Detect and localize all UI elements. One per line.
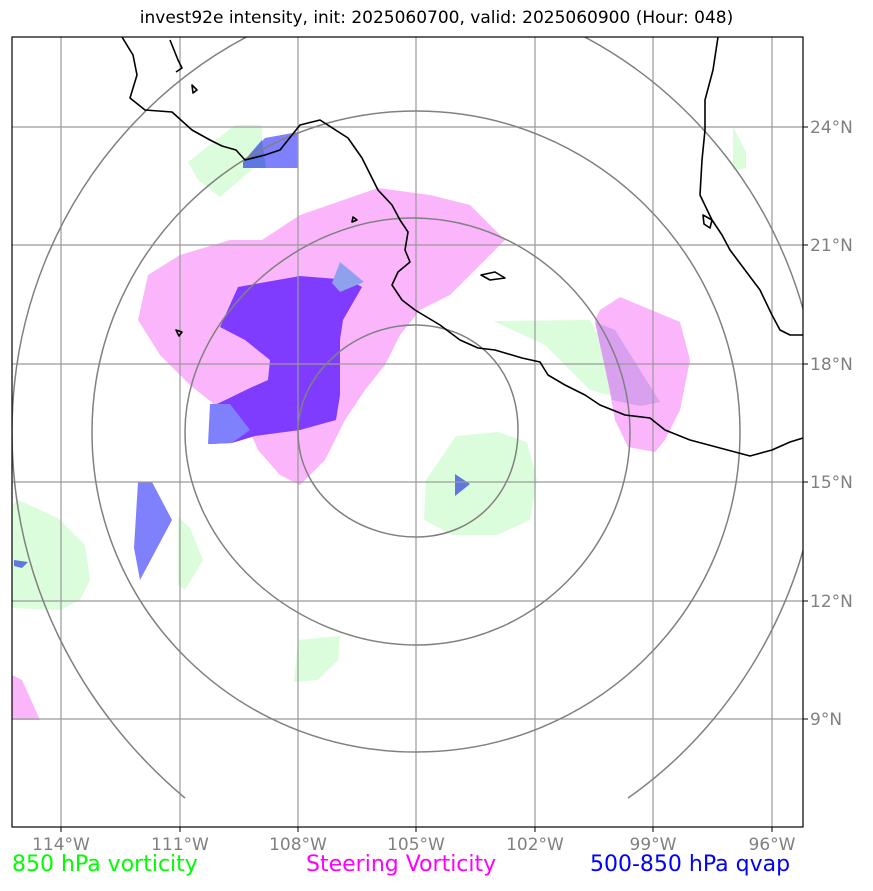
tres-marias-islands [480, 271, 506, 281]
lat-tick-label: 12°N [810, 592, 853, 612]
graticule [12, 37, 803, 827]
range-ring-4deg [184, 217, 631, 646]
lon-tick-labels: 114°W 111°W 108°W 105°W 102°W 99°W 96°W [32, 835, 796, 855]
baja-coastline [169, 39, 183, 73]
lon-tick-label: 105°W [387, 835, 445, 855]
steering-vorticity-layer [12, 188, 690, 720]
small-island [175, 329, 183, 337]
lon-tick-label: 114°W [32, 835, 90, 855]
tick-marks [60, 126, 808, 832]
green-area [12, 500, 90, 610]
small-island [702, 214, 713, 229]
gulf-coastline [699, 37, 803, 336]
legend-850-vorticity: 850 hPa vorticity [12, 852, 198, 877]
green-area [294, 636, 340, 682]
plot-frame [11, 36, 804, 828]
lon-tick-label: 102°W [506, 835, 564, 855]
lat-tick-label: 9°N [810, 710, 842, 730]
lat-tick-label: 15°N [810, 473, 853, 493]
qvap-area [134, 482, 172, 580]
small-island [191, 84, 198, 94]
coastlines [121, 37, 803, 457]
lat-tick-label: 24°N [810, 118, 853, 138]
map-title: invest92e intensity, init: 2025060700, v… [139, 8, 734, 28]
qvap-area [210, 276, 362, 444]
green-area [424, 432, 537, 535]
lat-tick-label: 21°N [810, 236, 853, 256]
range-ring-8deg [12, 37, 803, 799]
magenta-area [12, 675, 40, 720]
range-rings [12, 37, 803, 799]
range-ring-2deg [297, 324, 519, 538]
green-area [733, 127, 746, 170]
qvap-area [455, 474, 470, 496]
lat-tick-labels: 24°N 21°N 18°N 15°N 12°N 9°N [810, 118, 853, 730]
green-area [178, 517, 203, 590]
qvap-area [208, 404, 250, 444]
qvap-layer [14, 132, 660, 580]
lon-tick-label: 111°W [151, 835, 209, 855]
small-island [351, 216, 358, 223]
range-ring-6deg [91, 110, 741, 753]
qvap-area [332, 262, 364, 292]
lat-tick-label: 18°N [810, 355, 853, 375]
lon-tick-label: 108°W [269, 835, 327, 855]
legend-qvap: 500-850 hPa qvap [590, 852, 791, 877]
green-area [188, 125, 263, 197]
lon-tick-label: 96°W [749, 835, 796, 855]
mexico-coastline [121, 37, 803, 457]
legend-steering-vorticity: Steering Vorticity [306, 852, 497, 877]
lon-tick-label: 99°W [630, 835, 677, 855]
qvap-area [14, 560, 28, 568]
